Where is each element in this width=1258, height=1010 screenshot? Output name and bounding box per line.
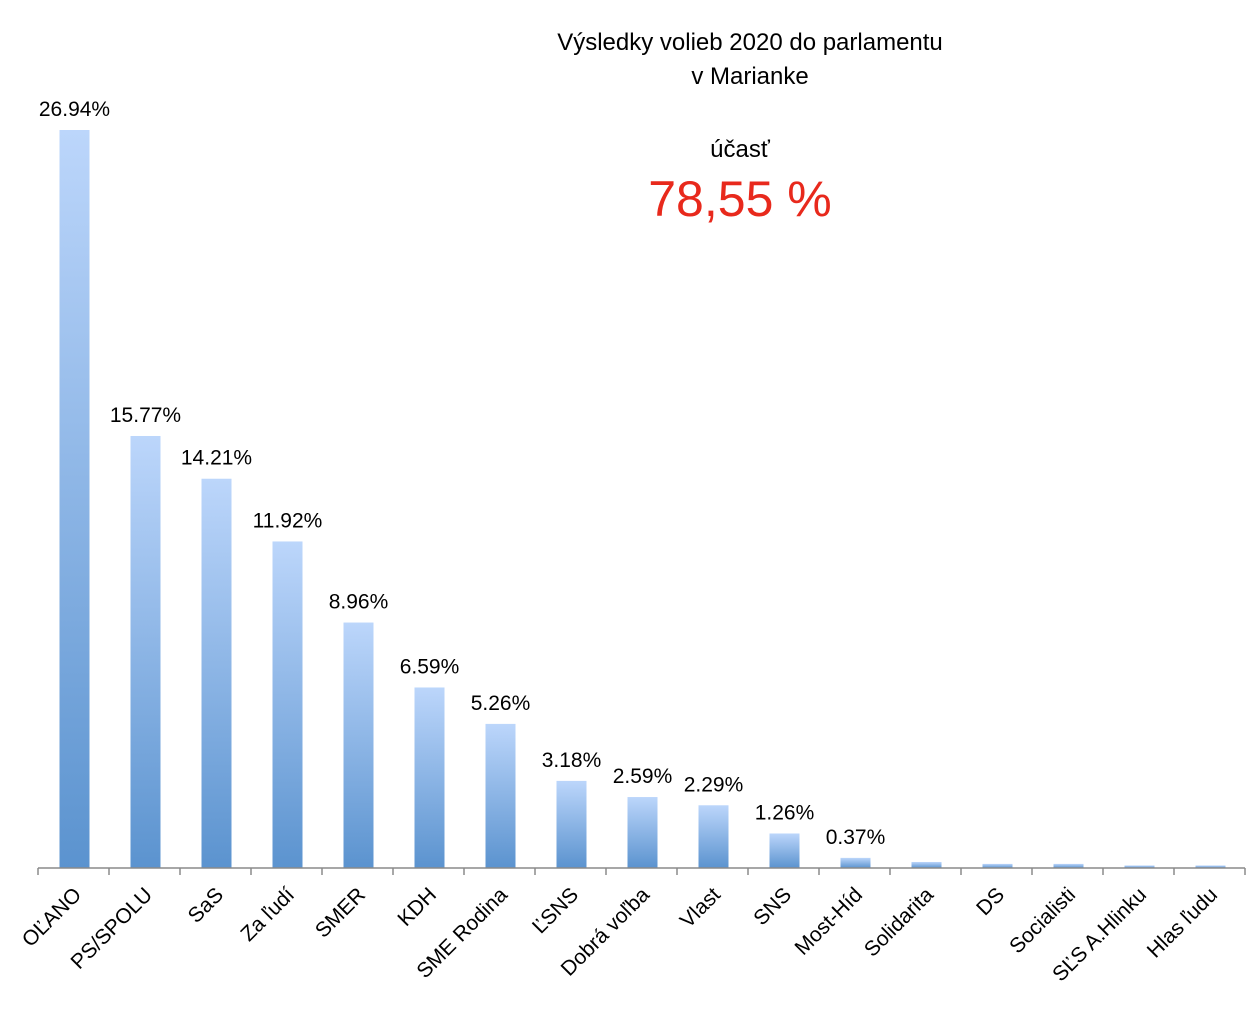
bar-14 (1053, 863, 1084, 868)
bar-12 (911, 861, 942, 868)
bar-8 (627, 797, 658, 868)
bar-2 (201, 478, 232, 868)
chart-title-line-1: Výsledky volieb 2020 do parlamentu (557, 29, 943, 56)
bar-0 (59, 130, 90, 868)
bar-5 (414, 687, 445, 868)
chart-title-line-2: v Marianke (691, 63, 809, 90)
bar-10 (769, 833, 800, 868)
category-label-13: DS (972, 883, 1009, 920)
bar-11 (840, 857, 871, 868)
bar-3 (272, 541, 303, 868)
category-label-7: ĽSNS (528, 883, 583, 938)
category-label-0: OĽANO (18, 883, 86, 951)
category-label-14: Socialisti (1005, 883, 1080, 958)
data-label-4: 8.96% (329, 591, 389, 614)
data-label-1: 15.77% (110, 404, 181, 427)
bars-group (59, 130, 1226, 868)
chart-title: Výsledky volieb 2020 do parlamentu v Mar… (540, 26, 960, 94)
bar-6 (485, 723, 516, 868)
data-label-11: 0.37% (826, 826, 886, 849)
data-label-8: 2.59% (613, 765, 673, 788)
category-label-11: Most-Híd (791, 883, 868, 960)
category-label-4: SMER (311, 883, 370, 942)
bar-15 (1124, 865, 1155, 868)
labels-group: 26.94%OĽANO15.77%PS/SPOLU14.21%SaS11.92%… (18, 98, 1222, 986)
data-label-10: 1.26% (755, 801, 815, 824)
bar-16 (1195, 865, 1226, 868)
data-label-7: 3.18% (542, 749, 602, 772)
data-label-9: 2.29% (684, 773, 744, 796)
bar-9 (698, 805, 729, 868)
category-label-3: Za ľudí (236, 883, 299, 946)
category-label-5: KDH (393, 883, 441, 931)
bar-1 (130, 435, 161, 868)
data-label-2: 14.21% (181, 447, 252, 470)
x-axis (37, 867, 1246, 875)
data-label-5: 6.59% (400, 655, 460, 678)
bar-13 (982, 863, 1013, 868)
bar-4 (343, 622, 374, 868)
category-label-2: SaS (184, 883, 228, 927)
category-label-12: Solidarita (860, 883, 938, 961)
category-label-16: Hlas ľudu (1143, 883, 1222, 962)
data-label-3: 11.92% (253, 509, 323, 532)
bar-7 (556, 780, 587, 868)
data-label-6: 5.26% (471, 692, 531, 715)
data-label-0: 26.94% (39, 98, 110, 121)
category-label-9: Vlast (676, 883, 725, 932)
category-label-10: SNS (749, 883, 796, 930)
turnout-value: 78,55 % (648, 171, 832, 227)
turnout-label: účasť (710, 136, 770, 163)
